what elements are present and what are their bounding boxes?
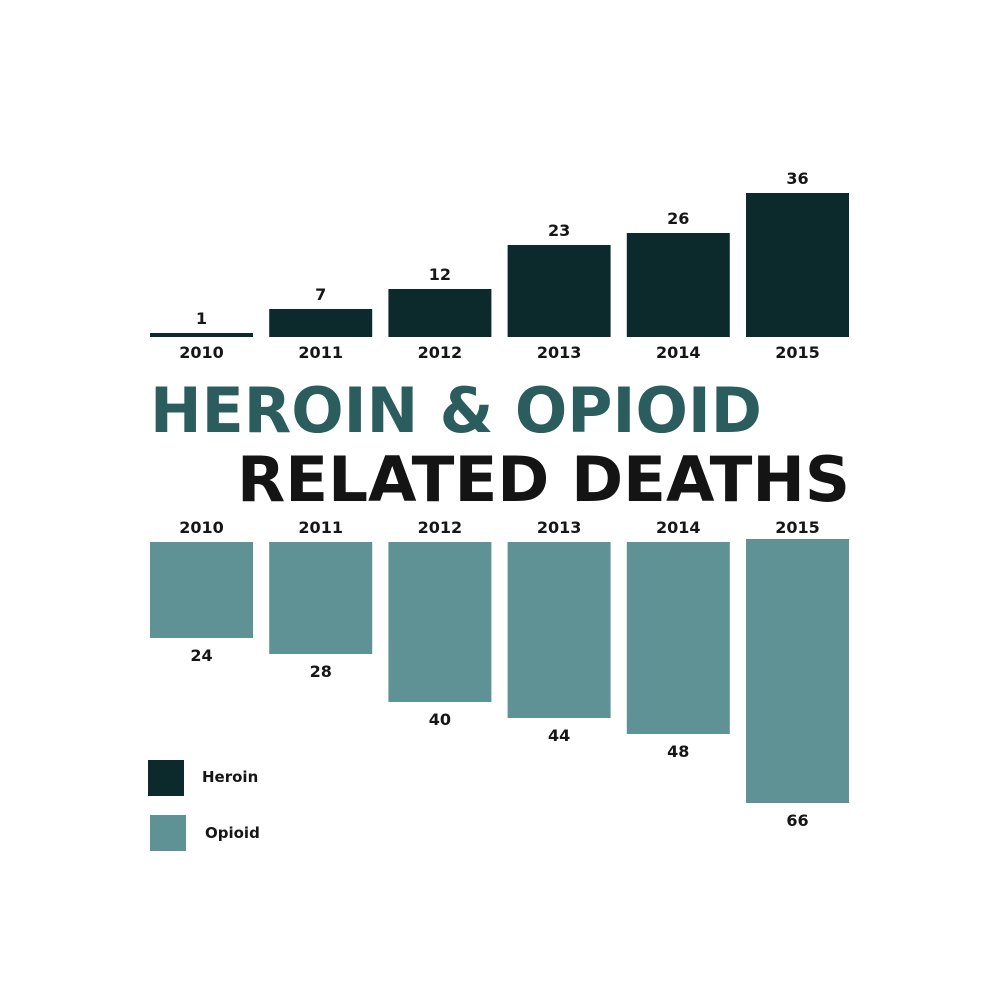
opioid-bar — [269, 542, 373, 654]
heroin-value-label: 23 — [548, 221, 570, 240]
legend: Heroin Opioid — [148, 760, 260, 851]
opioid-series: 2010 24 2011 28 2012 40 2013 44 2014 48 2015 66 — [150, 518, 849, 830]
opioid-value-label: 66 — [786, 811, 808, 830]
opioid-bar — [746, 539, 849, 803]
heroin-value-label: 36 — [786, 169, 808, 188]
heroin-series: 1 2010 7 2011 12 2012 23 2013 26 2014 36 2015 — [150, 169, 849, 362]
opioid-bar — [388, 542, 492, 702]
heroin-bar — [388, 289, 492, 337]
heroin-bar — [269, 309, 373, 337]
opioid-bar — [626, 542, 730, 734]
legend-swatch-heroin — [148, 760, 184, 796]
heroin-year-label: 2014 — [656, 343, 701, 362]
opioid-year-label: 2013 — [537, 518, 582, 537]
opioid-year-label: 2010 — [179, 518, 224, 537]
heroin-bar — [626, 233, 730, 337]
opioid-value-label: 24 — [190, 646, 212, 665]
opioid-year-label: 2014 — [656, 518, 701, 537]
legend-swatch-opioid — [150, 815, 186, 851]
heroin-value-label: 26 — [667, 209, 689, 228]
heroin-value-label: 7 — [315, 285, 326, 304]
opioid-year-label: 2011 — [298, 518, 343, 537]
legend-label-heroin: Heroin — [202, 768, 258, 786]
opioid-bar — [150, 542, 253, 638]
heroin-bar — [507, 245, 611, 337]
heroin-bar — [150, 333, 253, 337]
legend-label-opioid: Opioid — [205, 824, 260, 842]
heroin-year-label: 2010 — [179, 343, 224, 362]
opioid-value-label: 48 — [667, 742, 689, 761]
title-line-1: HEROIN & OPIOID — [150, 374, 762, 447]
opioid-value-label: 40 — [429, 710, 451, 729]
opioid-bar — [507, 542, 611, 718]
heroin-year-label: 2011 — [298, 343, 343, 362]
heroin-year-label: 2013 — [537, 343, 582, 362]
heroin-bar — [746, 193, 849, 337]
heroin-value-label: 12 — [429, 265, 451, 284]
heroin-year-label: 2012 — [418, 343, 463, 362]
heroin-year-label: 2015 — [775, 343, 820, 362]
heroin-value-label: 1 — [196, 309, 207, 328]
opioid-value-label: 44 — [548, 726, 570, 745]
opioid-value-label: 28 — [310, 662, 332, 681]
opioid-year-label: 2015 — [775, 518, 820, 537]
title-line-2: RELATED DEATHS — [237, 443, 850, 516]
opioid-year-label: 2012 — [418, 518, 463, 537]
